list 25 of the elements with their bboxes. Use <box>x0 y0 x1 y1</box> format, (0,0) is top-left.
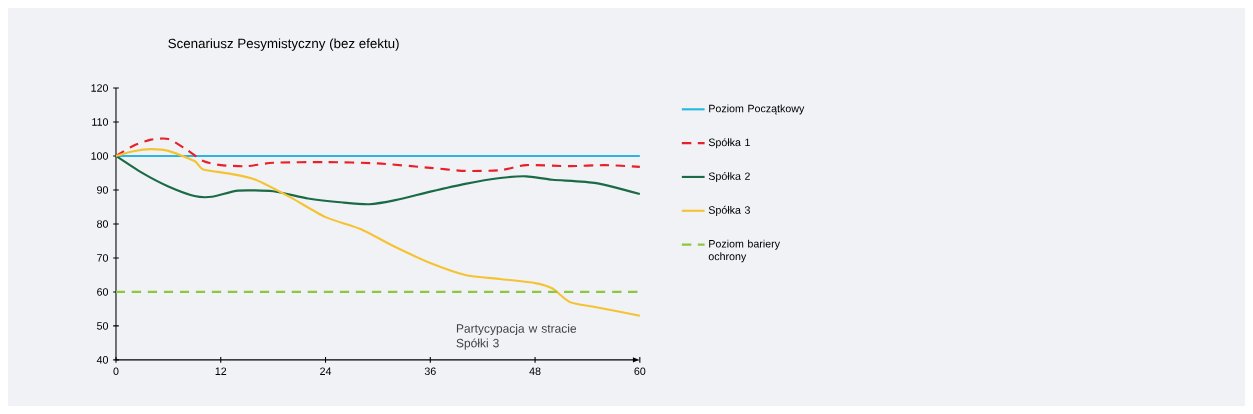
legend-label: Poziom Początkowy <box>709 104 805 115</box>
y-tick-label: 50 <box>96 322 109 330</box>
y-tick-label: 120 <box>91 84 109 92</box>
x-tick-label: 12 <box>215 367 227 375</box>
y-tick-label: 80 <box>97 220 109 228</box>
legend-label: Spółka 2 <box>708 172 750 183</box>
y-tick-label: 70 <box>97 254 109 262</box>
line-series <box>114 148 641 317</box>
y-tick-label: 100 <box>91 152 109 160</box>
annotation: Partycypacja w stracie Spółki 3 <box>456 323 577 350</box>
legend-label: Spółka 1 <box>708 138 750 149</box>
line-series <box>114 154 641 206</box>
x-tick-label: 60 <box>634 367 646 376</box>
y-tick-label: 60 <box>97 288 109 296</box>
line-series <box>114 137 641 173</box>
y-tick-label: 110 <box>92 118 109 126</box>
x-tick-label: 0 <box>113 367 119 376</box>
y-tick-label: 90 <box>97 186 109 194</box>
legend-label: Poziom bariery ochrony <box>708 239 780 263</box>
x-tick-label: 36 <box>424 367 436 376</box>
chart-title: Scenariusz Pesymistyczny (bez efektu) <box>168 38 399 51</box>
y-tick-label: 40 <box>96 356 109 364</box>
x-tick-label: 48 <box>529 367 541 376</box>
x-tick-label: 24 <box>320 367 332 375</box>
legend-label: Spółka 3 <box>708 205 750 216</box>
